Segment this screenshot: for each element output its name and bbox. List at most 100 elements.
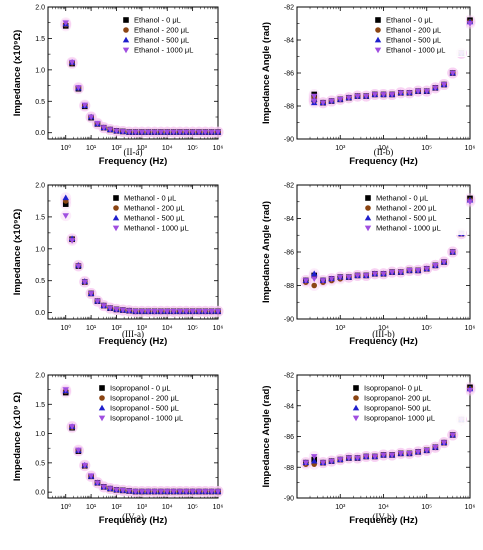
data-point-triangle-down (397, 451, 405, 457)
data-point-triangle-down (195, 489, 203, 495)
legend-marker (123, 27, 129, 33)
data-point-triangle-down (406, 451, 413, 457)
y-tick-label: 0.5 (35, 99, 45, 106)
data-points (60, 384, 224, 498)
data-point-triangle-down (81, 279, 88, 286)
legend-marker (364, 225, 372, 232)
data-point-triangle-down (449, 249, 456, 256)
data-point-triangle-down (310, 98, 318, 105)
data-point-triangle-down (100, 125, 108, 131)
data-point-triangle-down (214, 129, 222, 136)
data-point-triangle-down (132, 489, 139, 495)
x-tick-label: 10⁶ (213, 504, 224, 511)
data-point-triangle-down (157, 489, 165, 495)
data-point-triangle-down (414, 449, 422, 456)
legend-marker (113, 195, 119, 201)
y-tick-label: -84 (284, 403, 294, 410)
data-point-triangle-down (176, 489, 184, 495)
y-tick-label: 0.5 (35, 278, 45, 285)
x-tick-label: 10⁰ (60, 503, 71, 511)
legend-label: Ethanol - 0 μL (134, 16, 181, 25)
legend-marker (113, 205, 119, 211)
x-tick-label: 10⁶ (465, 504, 476, 511)
y-tick-label: 0.5 (35, 460, 45, 467)
legend-box (96, 381, 214, 425)
data-point-triangle-down (371, 454, 379, 460)
y-tick-label: -90 (284, 317, 294, 324)
panel-III-b: -90 -88 -86 -84 -82 10³ 10⁴ 10⁵ 10⁶ Frequency (Hz… (261, 183, 476, 347)
data-point-triangle-down (113, 487, 120, 494)
data-point-triangle-down (208, 308, 215, 315)
data-point-triangle-down (371, 92, 379, 98)
data-point-triangle-down (310, 454, 318, 460)
legend-marker (365, 195, 371, 201)
data-point-triangle-down (310, 276, 318, 283)
data-point-triangle-down (380, 452, 387, 459)
data-points (60, 17, 224, 138)
data-point-triangle-down (466, 199, 474, 205)
x-tick-label: 10⁴ (378, 504, 389, 511)
data-point-triangle-down (138, 129, 146, 136)
data-point-triangle-down (195, 308, 203, 315)
panel-caption: (IV-b) (372, 512, 394, 522)
data-point-triangle-down (94, 120, 101, 127)
legend-marker (112, 214, 120, 221)
x-axis-label: Frequency (Hz) (349, 515, 418, 526)
x-tick-label: 10¹ (86, 504, 97, 511)
legend-marker (353, 395, 359, 401)
data-point-triangle-down (94, 480, 101, 486)
legend-marker (352, 404, 360, 411)
y-tick-label: 2.0 (35, 183, 45, 190)
data-point-square (62, 201, 69, 207)
data-point-triangle-down (94, 298, 101, 305)
legend-marker (122, 36, 130, 43)
x-tick-label: 10³ (335, 325, 346, 332)
data-point-triangle-down (345, 455, 353, 462)
data-point-triangle-down (164, 129, 171, 136)
y-tick-label: -82 (284, 373, 294, 380)
legend-label: Ethanol - 200 μL (134, 26, 189, 35)
legend-label: Ethanol - 500 μL (134, 36, 189, 45)
x-axis-label: Frequency (Hz) (99, 336, 168, 347)
data-point-triangle-down (328, 458, 335, 465)
data-point-triangle-down (75, 447, 82, 454)
data-point-triangle-down (87, 473, 95, 479)
data-point-triangle-down (138, 489, 146, 495)
y-tick-label: -88 (284, 465, 294, 472)
data-point-triangle-down (388, 92, 396, 98)
data-point-triangle-down (145, 129, 152, 136)
data-point-triangle-down (119, 129, 127, 135)
data-point-triangle-down (189, 129, 196, 136)
legend-label: Ethanol - 200 μL (386, 26, 441, 35)
x-tick-label: 10⁶ (465, 145, 476, 152)
data-point-triangle-down (189, 308, 196, 315)
legend-marker (99, 395, 105, 401)
data-point-triangle-down (183, 129, 190, 136)
data-point-triangle-down (354, 455, 361, 462)
legend-label: Methanol - 500 μL (124, 214, 185, 223)
data-point-triangle-down (423, 266, 430, 272)
x-tick-label: 10³ (137, 145, 148, 152)
data-point-triangle-down (145, 489, 152, 495)
data-point-triangle-down (319, 100, 327, 106)
y-tick-label: -88 (284, 104, 294, 111)
y-tick-label: -90 (284, 137, 294, 144)
x-tick-label: 10⁶ (213, 145, 224, 152)
data-point-triangle-down (157, 308, 165, 315)
data-point-triangle-down (132, 308, 139, 315)
data-point-triangle-down (62, 387, 69, 393)
legend-label: Isopropanol- 500 μL (364, 404, 431, 413)
y-axis-label: Impedance (x10⁹ Ω) (12, 392, 23, 481)
data-point-triangle-down (100, 303, 108, 309)
legend-label: Methanol - 1000 μL (376, 224, 441, 233)
y-axis-label: Impedance (x10⁹Ω) (12, 209, 23, 296)
data-point-triangle-down (75, 263, 82, 270)
y-tick-label: -86 (284, 71, 294, 78)
legend-marker (374, 36, 382, 43)
data-point-triangle-down (354, 273, 361, 279)
x-tick-label: 10² (111, 145, 122, 152)
